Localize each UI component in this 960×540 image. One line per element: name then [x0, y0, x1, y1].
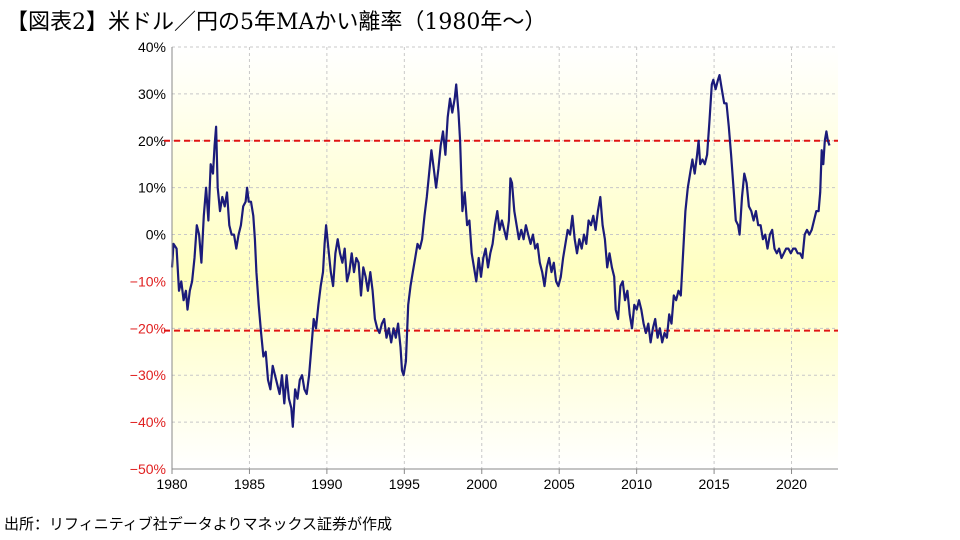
series-line	[170, 74, 831, 428]
x-tick-label: 2000	[466, 476, 497, 492]
x-tick-label: 1985	[234, 476, 265, 492]
y-tick-label: −30%	[130, 367, 166, 383]
y-tick-label: −20%	[130, 320, 166, 336]
x-tick-label: 1990	[311, 476, 342, 492]
source-note: 出所：リフィニティブ社データよりマネックス証券が作成	[4, 515, 393, 533]
plot-background	[172, 47, 838, 469]
reference-lines	[164, 139, 838, 332]
y-tick-label: −10%	[130, 273, 166, 289]
x-tick-label: 2005	[544, 476, 575, 492]
y-tick-label: −40%	[130, 414, 166, 430]
x-tick-label: 2020	[776, 476, 807, 492]
x-tick-label: 2015	[699, 476, 730, 492]
x-tick-label: 1980	[156, 476, 187, 492]
x-tick-label: 2010	[621, 476, 652, 492]
y-tick-label: 20%	[138, 133, 166, 149]
y-tick-label: 40%	[138, 39, 166, 55]
y-tick-label: 0%	[146, 227, 166, 243]
chart-title: 【図表2】米ドル／円の5年MAかい離率（1980年～）	[6, 10, 547, 35]
x-tick-label: 1995	[389, 476, 420, 492]
y-tick-label: 10%	[138, 180, 166, 196]
y-tick-label: −50%	[130, 461, 166, 477]
axis-ticks: 40% 30% 20% 10% 0% −10% −20% −30% −40% −50%1980 19…	[130, 39, 808, 492]
y-tick-label: 30%	[138, 86, 166, 102]
